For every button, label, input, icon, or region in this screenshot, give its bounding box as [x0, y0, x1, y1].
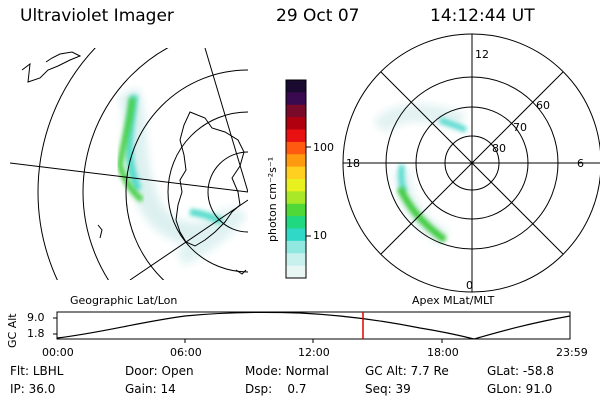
instrument-title: Ultraviolet Imager — [20, 6, 174, 26]
colorbar-band — [286, 117, 306, 131]
left-aurora-green — [116, 97, 144, 203]
lat-label-70: 70 — [513, 121, 527, 134]
time-label: 14:12:44 UT — [430, 6, 535, 26]
status-seq: Seq: 39 — [365, 382, 411, 396]
altitude-curve — [56, 311, 571, 340]
status-dsp: Dsp: 0.7 — [245, 382, 307, 396]
x-tick-1200: 12:00 — [298, 346, 330, 359]
mlt-label-0: 0 — [466, 279, 473, 292]
x-tick-0000: 00:00 — [42, 346, 74, 359]
geo-grid — [10, 48, 248, 280]
status-door: Door: Open — [125, 364, 194, 378]
lat-label-60: 60 — [536, 99, 550, 112]
polar-grid — [342, 33, 600, 293]
y-tick-9: 9.0 — [27, 311, 45, 324]
colorbar-band — [286, 216, 306, 230]
polar-map — [342, 33, 600, 293]
timeline-ticks — [53, 317, 443, 343]
continent-outlines — [21, 51, 247, 275]
status-gc-alt: GC Alt: 7.7 Re — [365, 364, 449, 378]
lat-label-80: 80 — [492, 142, 506, 155]
status-mode: Mode: Normal — [245, 364, 329, 378]
colorbar-band — [286, 166, 306, 180]
status-ip: IP: 36.0 — [10, 382, 56, 396]
colorbar-unit-label: photon cm⁻²s⁻¹ — [266, 156, 279, 242]
timeline-plot — [53, 311, 571, 343]
mlt-label-12: 12 — [475, 48, 489, 61]
colorbar-band — [286, 129, 306, 143]
apex-caption: Apex MLat/MLT — [412, 294, 495, 307]
mlt-label-6: 6 — [577, 157, 584, 170]
colorbar-band — [286, 191, 306, 205]
geographic-map — [10, 48, 248, 280]
status-glat: GLat: -58.8 — [487, 364, 554, 378]
x-tick-2359: 23:59 — [556, 346, 588, 359]
x-tick-0600: 06:00 — [170, 346, 202, 359]
colorbar — [286, 80, 306, 279]
gc-alt-axis-label: GC Alt — [6, 313, 19, 348]
colorbar-label-100: 100 — [313, 141, 334, 154]
colorbar-band — [286, 92, 306, 106]
colorbar-label-10: 10 — [313, 229, 327, 242]
colorbar-band — [286, 203, 306, 217]
mlt-label-18: 18 — [346, 157, 360, 170]
polar-aurora-green — [396, 186, 448, 243]
colorbar-band — [286, 253, 306, 267]
y-tick-1-8: 1.8 — [27, 327, 45, 340]
status-glon: GLon: 91.0 — [487, 382, 553, 396]
x-tick-1800: 18:00 — [427, 346, 459, 359]
colorbar-band — [286, 265, 306, 279]
geographic-caption: Geographic Lat/Lon — [70, 294, 178, 307]
colorbar-band — [286, 154, 306, 168]
status-flt: Flt: LBHL — [10, 364, 64, 378]
colorbar-band — [286, 179, 306, 192]
colorbar-band — [286, 141, 306, 155]
status-gain: Gain: 14 — [125, 382, 176, 396]
colorbar-band — [286, 104, 306, 118]
colorbar-frame — [285, 79, 307, 279]
colorbar-band — [286, 240, 306, 254]
left-aurora-glow — [117, 87, 248, 267]
colorbar-band — [286, 228, 306, 242]
date-label: 29 Oct 07 — [276, 6, 360, 26]
colorbar-band — [286, 80, 306, 93]
